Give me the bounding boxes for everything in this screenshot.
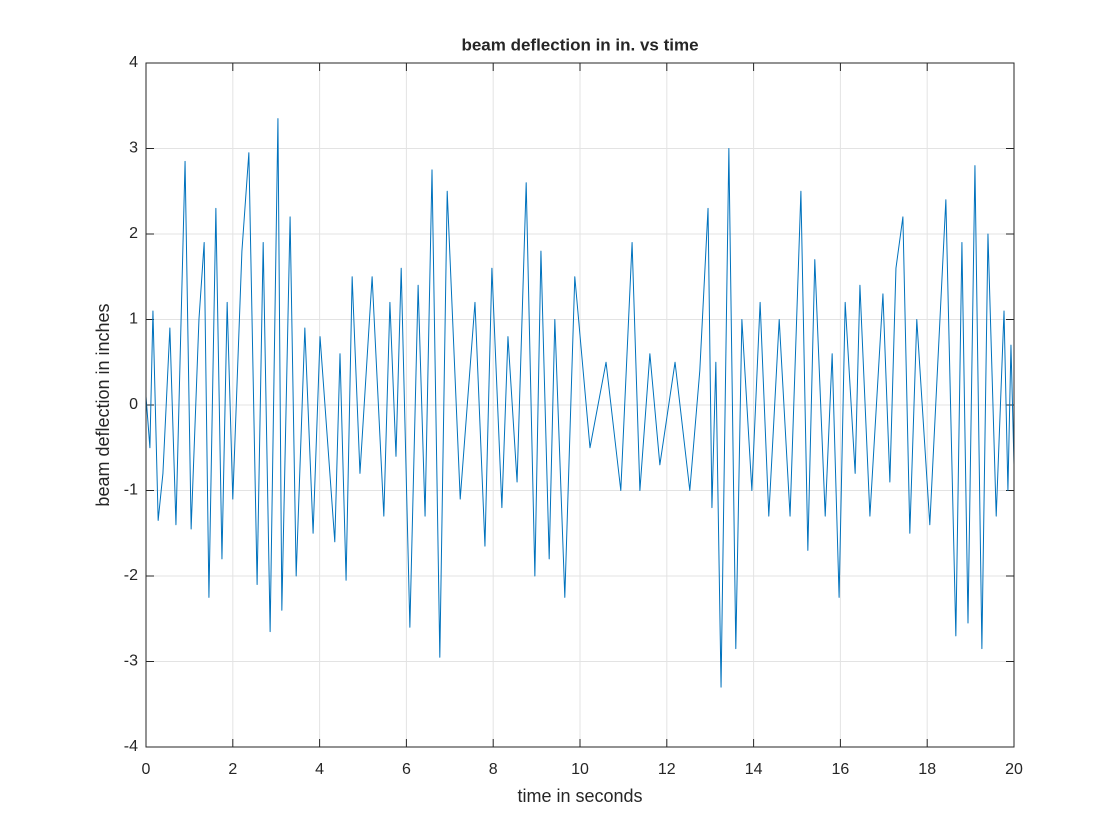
x-tick-label: 16 xyxy=(832,761,850,778)
y-tick-label: 1 xyxy=(129,311,138,328)
y-tick-label: 3 xyxy=(129,140,138,157)
x-tick-label: 18 xyxy=(918,761,936,778)
x-tick-label: 10 xyxy=(571,761,589,778)
axes-box xyxy=(145,62,1015,748)
x-tick-label: 0 xyxy=(142,761,151,778)
y-tick-label: 2 xyxy=(129,225,138,242)
x-tick-label: 12 xyxy=(658,761,676,778)
y-tick-label: 4 xyxy=(129,54,138,71)
x-tick-label: 6 xyxy=(402,761,411,778)
y-tick-label: -2 xyxy=(124,567,138,584)
x-axis-label: time in seconds xyxy=(517,786,642,806)
y-tick-label: -4 xyxy=(124,738,138,755)
data-line xyxy=(145,118,1015,688)
y-tick-label: -3 xyxy=(124,653,138,670)
y-tick-label: 0 xyxy=(129,396,138,413)
x-tick-label: 2 xyxy=(228,761,237,778)
x-tick-label: 4 xyxy=(315,761,324,778)
y-axis-label: beam deflection in inches xyxy=(93,303,113,506)
y-tick-label: -1 xyxy=(124,482,138,499)
x-tick-label: 8 xyxy=(489,761,498,778)
chart-title: beam deflection in in. vs time xyxy=(461,35,698,54)
x-tick-label: 14 xyxy=(745,761,763,778)
x-tick-label: 20 xyxy=(1005,761,1023,778)
